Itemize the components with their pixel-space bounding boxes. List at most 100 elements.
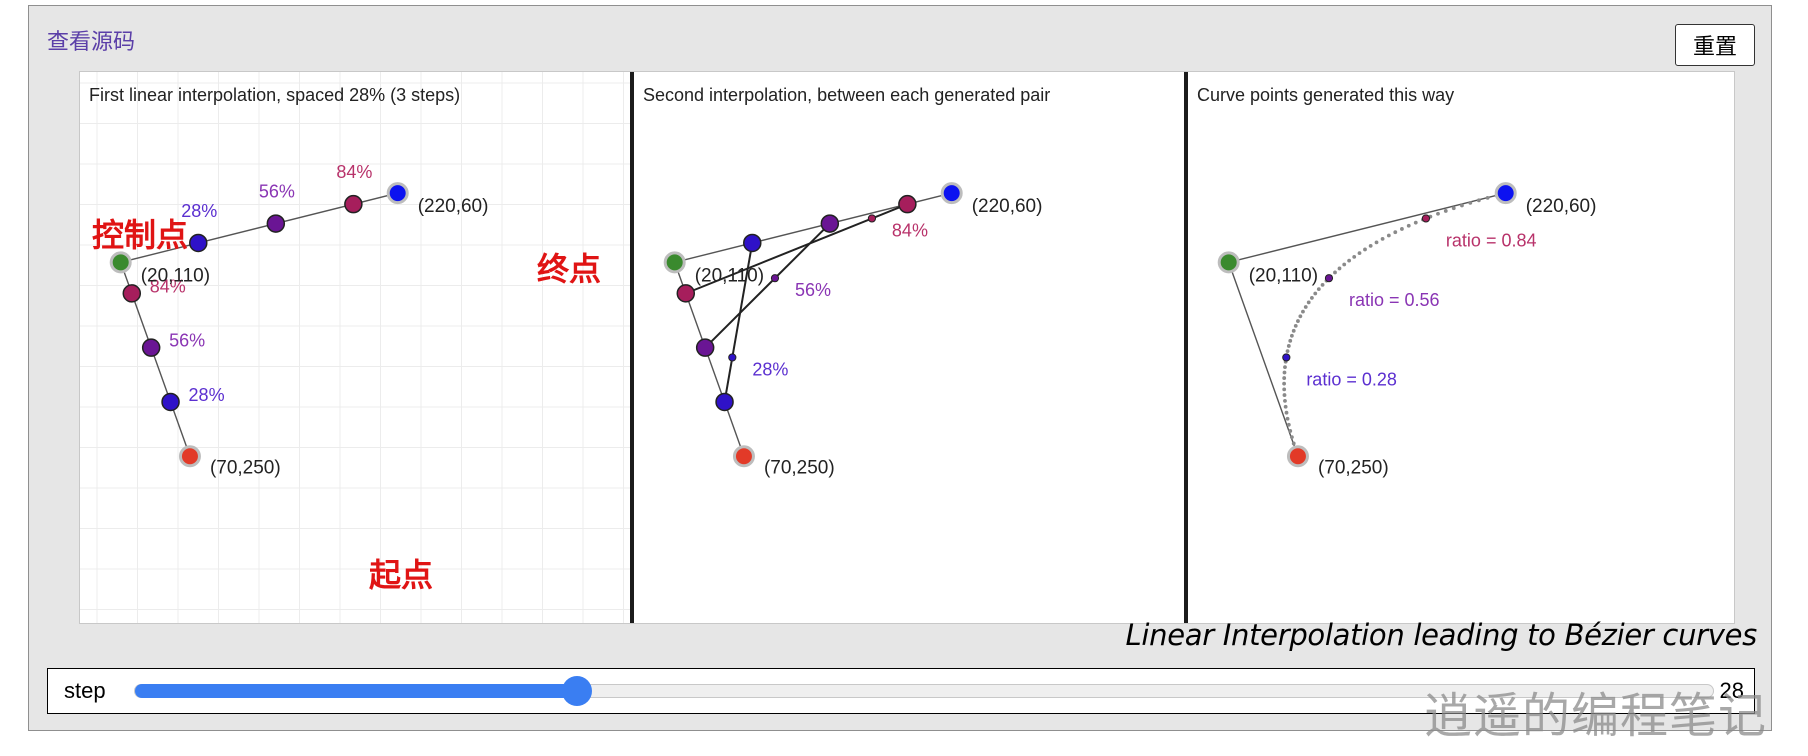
ratio-label: ratio = 0.28 (1306, 369, 1397, 389)
interpolated-point (344, 194, 363, 214)
start-point (178, 445, 201, 468)
percent-label: 84% (150, 276, 186, 296)
percent-label: 56% (259, 182, 295, 202)
end-point (386, 182, 409, 205)
end-coord-label: (220,60) (1526, 196, 1597, 217)
curve-dot (1400, 227, 1404, 231)
percent-label: 28% (189, 385, 225, 405)
sketch-container: 查看源码 重置 First linear interpolation, spac… (28, 5, 1772, 731)
step-slider-row: step 28 (47, 668, 1755, 714)
curve-dot (1363, 247, 1367, 252)
curve-dot (1413, 220, 1418, 225)
figure-caption: Linear Interpolation leading to Bézier c… (1125, 618, 1758, 652)
curve-dot (1282, 393, 1287, 397)
curve-dot (1460, 203, 1464, 208)
curve-dot (1309, 296, 1314, 300)
curve-dot (1296, 319, 1300, 323)
curve-dot (1476, 198, 1481, 203)
control-coord-label: (20,110) (695, 265, 764, 286)
reset-button[interactable]: 重置 (1675, 24, 1755, 66)
curve-dot (1352, 254, 1357, 259)
curve-dot (1283, 365, 1287, 369)
end-coord-label: (220,60) (972, 196, 1043, 217)
curve-dot (1337, 266, 1342, 271)
start-point (1286, 445, 1309, 468)
curve-dot (1380, 236, 1385, 241)
interpolated-point (189, 233, 208, 253)
interpolated-point (141, 338, 161, 357)
interpolated-point (898, 194, 917, 214)
curve-dot (1313, 291, 1318, 296)
panel-1-content: 28% 28% 56% 56% 84% 84% (70,250) (20,110) (220,6… (92, 162, 601, 594)
end-coord-label: (220,60) (418, 196, 489, 217)
ratio-label: ratio = 0.56 (1349, 290, 1440, 310)
curve-dot (1368, 243, 1373, 248)
ratio-label: ratio = 0.84 (1446, 230, 1537, 250)
step-slider[interactable] (134, 676, 1714, 706)
start-annotation: 起点 (369, 556, 433, 594)
percent-label: 56% (169, 331, 205, 351)
slider-thumb[interactable] (562, 676, 593, 706)
curve-dot (1288, 338, 1293, 343)
control-annotation: 控制点 (92, 216, 188, 254)
slider-label: step (64, 678, 106, 703)
end-annotation: 终点 (537, 250, 601, 288)
panel-title: First linear interpolation, spaced 28% (… (89, 85, 460, 105)
curve-dot (1291, 441, 1296, 446)
control-coord-label: (20,110) (1249, 265, 1318, 286)
curve-dot (1283, 398, 1287, 403)
curve-dot (1286, 344, 1291, 348)
curve-dot (1436, 211, 1440, 216)
panel-divider (1184, 71, 1188, 624)
curve-dot (1282, 387, 1287, 392)
curve-dot (1289, 435, 1294, 440)
curve-dot (1293, 324, 1298, 328)
curve-point (728, 353, 737, 362)
interpolated-point (122, 284, 142, 303)
curve-dot (1406, 223, 1411, 228)
panel-title: Curve points generated this way (1197, 85, 1454, 105)
percent-label: 56% (795, 280, 831, 300)
start-coord-label: (70,250) (1318, 457, 1389, 478)
panel-3-content: ratio = 0.28 ratio = 0.56 ratio = 0.84 (70,… (1217, 182, 1597, 478)
interpolated-point (820, 214, 840, 233)
end-point (1494, 182, 1517, 205)
panel-3: Curve points generated this way (1187, 71, 1735, 624)
curve-dot (1333, 270, 1337, 275)
start-point (732, 445, 755, 468)
curve-dot (1320, 282, 1325, 287)
interpolated-point (695, 338, 715, 357)
curve-dot (1485, 195, 1490, 200)
curve-dot (1288, 429, 1293, 433)
panel-background (1187, 71, 1735, 624)
interpolated-point (743, 233, 762, 253)
panel-2-content: 28% 56% 84% (70,250) (20,110) (220,60) (663, 182, 1043, 478)
interpolated-point (676, 284, 696, 303)
curve-dot (1443, 209, 1448, 213)
panel-background (79, 71, 631, 624)
curve-dot (1282, 381, 1286, 386)
curve-dot (1298, 314, 1303, 319)
curve-dot (1283, 404, 1288, 409)
curve-point (1282, 353, 1291, 362)
curve-dot (1282, 370, 1287, 375)
curve-dot (1301, 309, 1305, 314)
curve-dot (1282, 376, 1287, 380)
start-coord-label: (70,250) (210, 457, 281, 478)
interpolated-point (161, 392, 180, 412)
watermark-text: 逍遥的编程笔记 (1424, 688, 1768, 744)
panel-2: Second interpolation, between each gener… (633, 71, 1185, 624)
percent-label: 84% (336, 162, 372, 182)
curve-point (867, 214, 877, 223)
control-coord-label: (20,110) (141, 265, 210, 286)
curve-dot (1289, 333, 1294, 338)
curve-dot (1316, 287, 1321, 292)
panel-title: Second interpolation, between each gener… (643, 85, 1050, 105)
percent-label: 84% (892, 220, 928, 240)
curve-dot (1347, 258, 1352, 263)
curve-dot (1468, 200, 1473, 205)
curve-dot (1451, 206, 1456, 211)
view-source-link[interactable]: 查看源码 (47, 29, 136, 54)
curve-dot (1306, 300, 1311, 305)
bezier-interpolation-graphic: First linear interpolation, spaced 28% (… (79, 71, 1735, 624)
